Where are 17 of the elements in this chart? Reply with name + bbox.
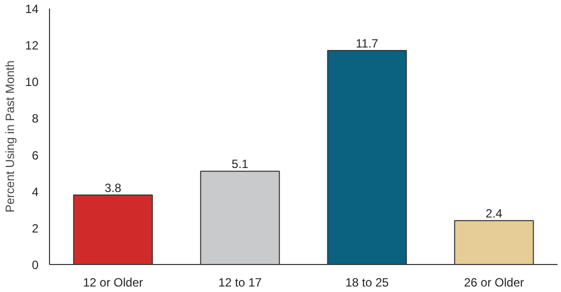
y-tick-label: 14 <box>25 2 39 16</box>
x-tick-label: 12 to 17 <box>218 276 262 290</box>
data-label: 2.4 <box>486 206 503 221</box>
x-tick-label: 12 or Older <box>82 276 144 290</box>
data-label: 5.1 <box>232 157 249 172</box>
data-label: 11.7 <box>356 36 379 51</box>
y-tick-label: 8 <box>32 112 39 126</box>
x-tick-label: 18 to 25 <box>345 276 390 290</box>
y-tick-label: 6 <box>32 148 39 162</box>
y-tick-label: 0 <box>32 258 39 272</box>
y-tick-label: 12 <box>25 38 39 53</box>
y-tick-label: 10 <box>25 75 39 90</box>
y-tick-label: 4 <box>32 184 39 199</box>
y-axis-title: Percent Using in Past Month <box>3 60 18 213</box>
y-tick-label: 2 <box>32 221 39 236</box>
x-tick-label: 26 or Older <box>464 276 524 290</box>
data-label: 3.8 <box>104 181 122 196</box>
